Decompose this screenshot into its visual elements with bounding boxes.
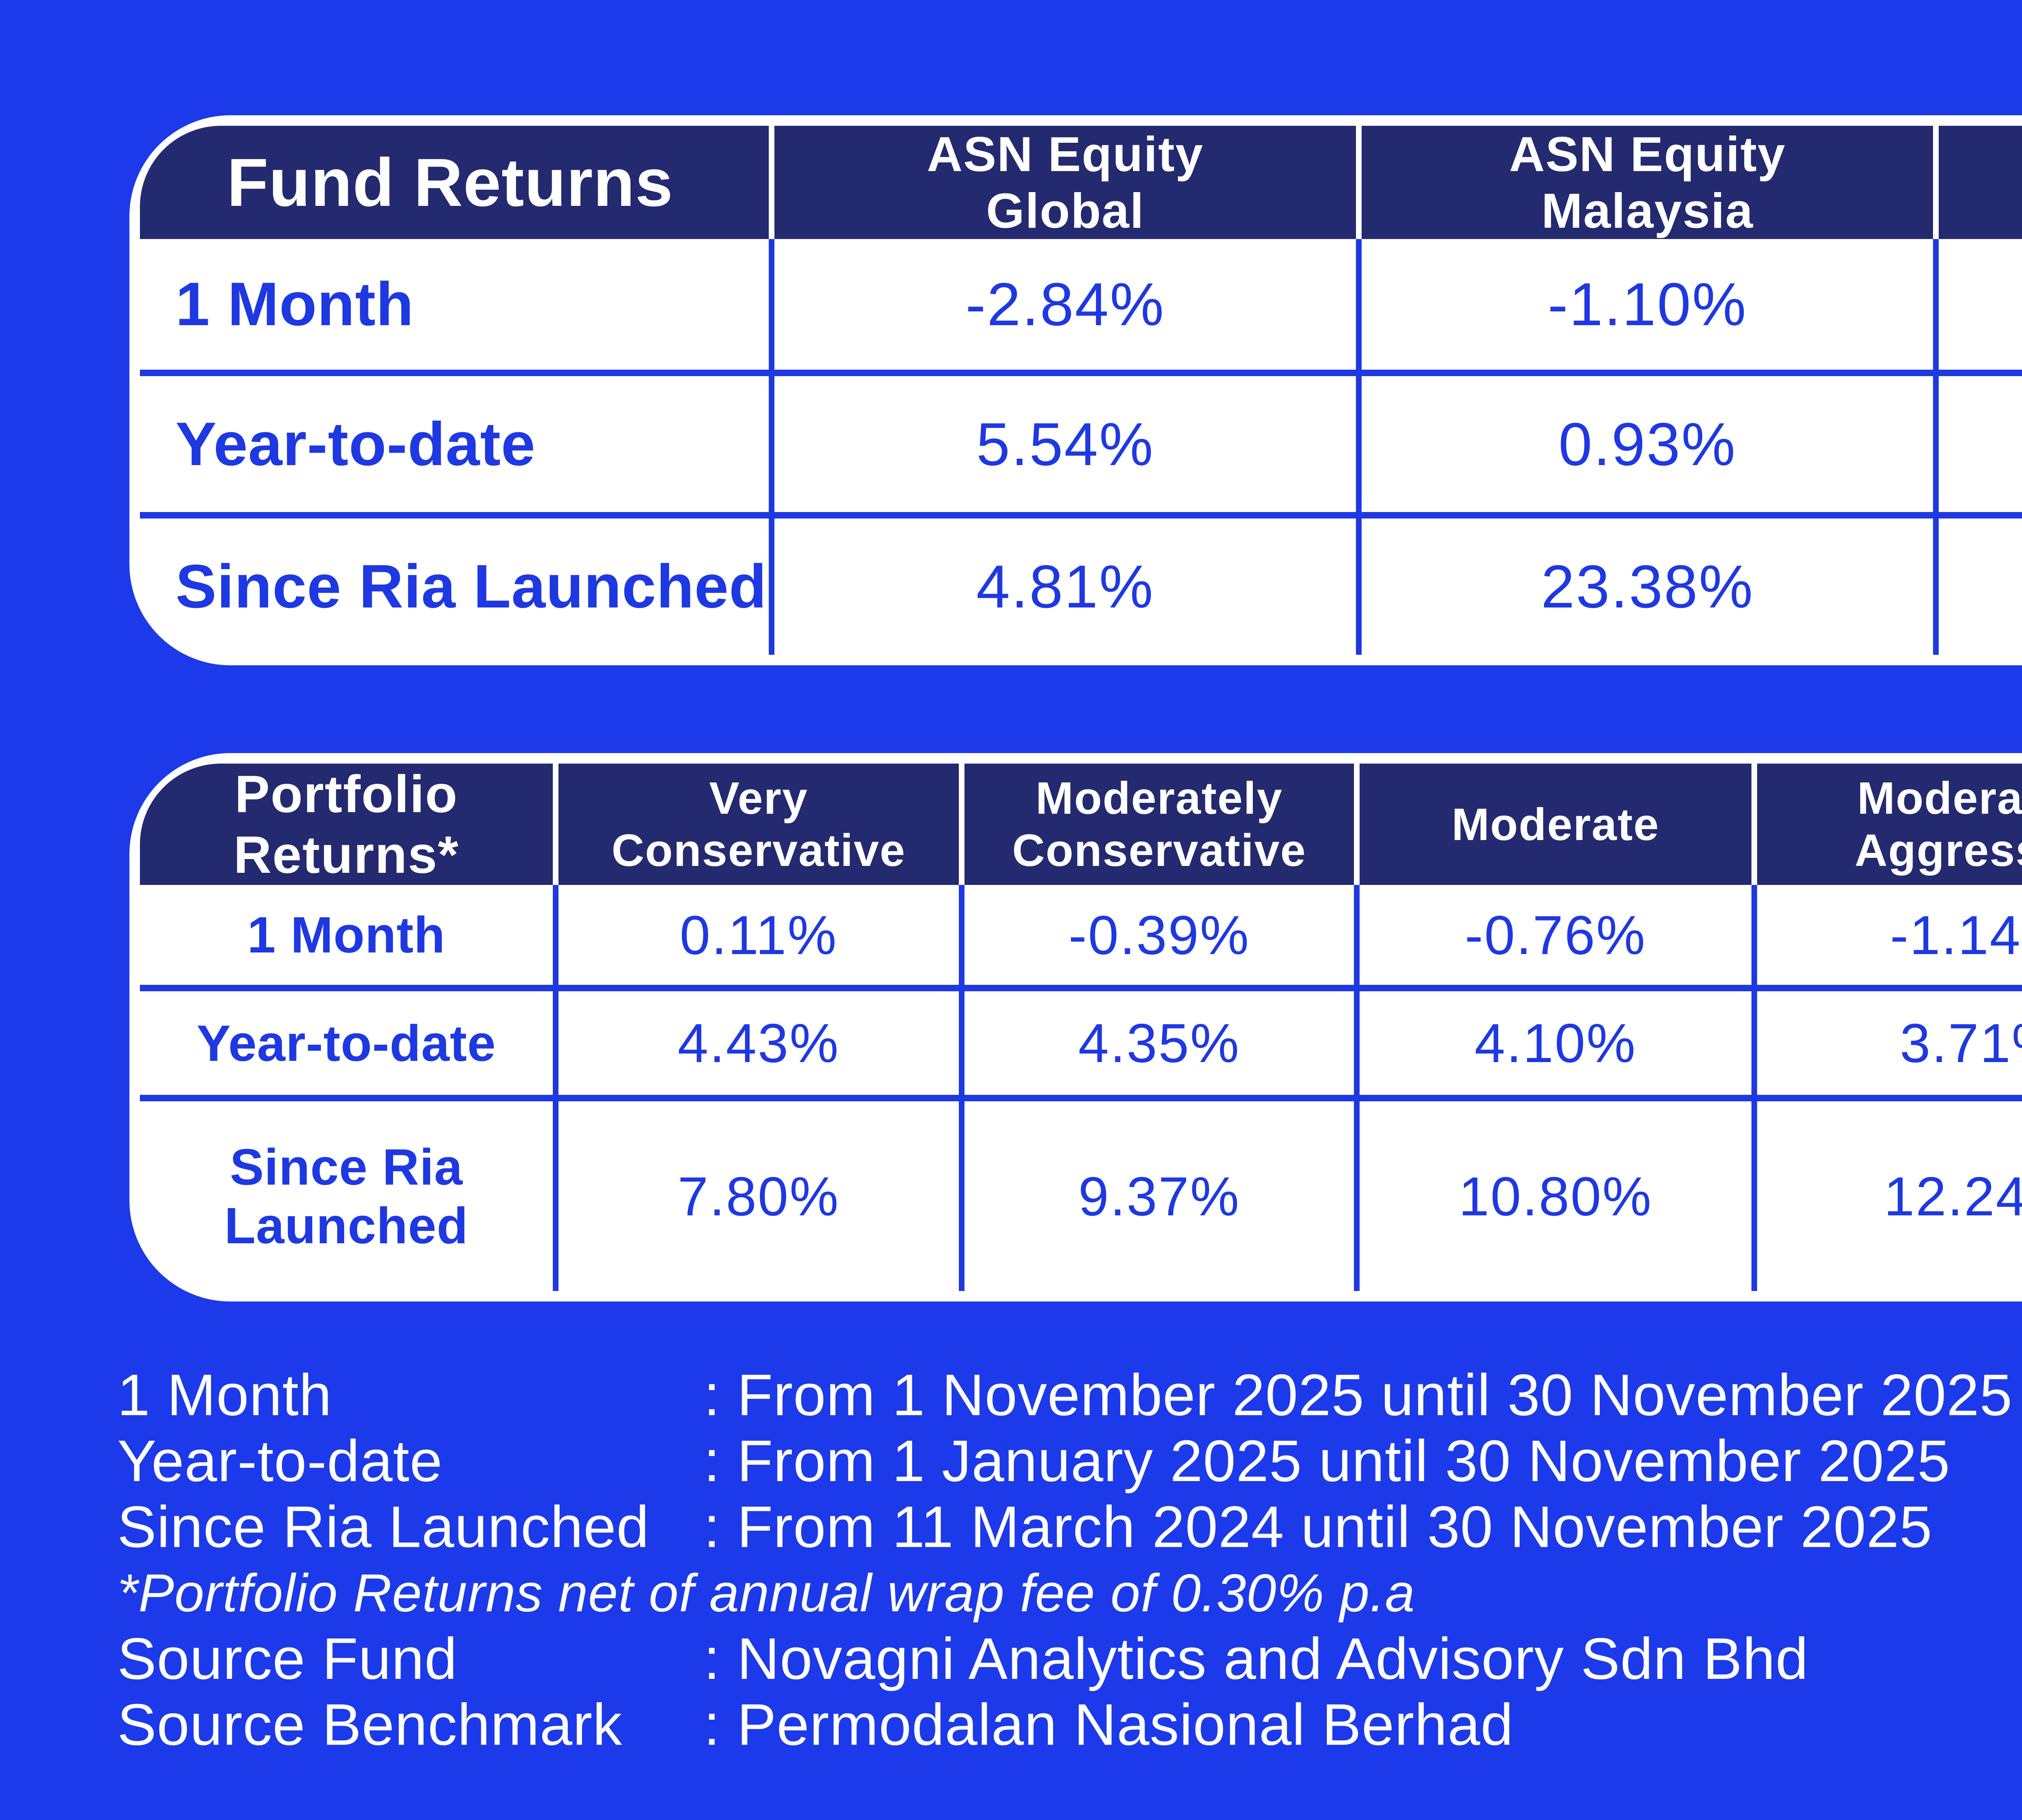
table-cell: 4.10% [1354,985,1752,1095]
column-header-very-conservative: Very Conservative [552,764,959,885]
table-cell: 0.11% [552,885,959,985]
table-row-1-month: 1 Month 0.11% -0.39% -0.76% -1.14% -1.53… [140,885,2022,985]
table-cell: 9.37% [959,1095,1354,1291]
footnote-since-ria-launched: Since Ria Launched : From 11 March 2024 … [117,1494,2013,1560]
footnote-value: : From 11 March 2024 until 30 November 2… [704,1494,1933,1560]
row-label: Year-to-date [140,985,553,1095]
table-cell: -0.76% [1354,885,1752,985]
row-label: 1 Month [140,239,769,370]
portfolio-returns-table: Portfolio Returns* Very Conservative Mod… [140,764,2022,1291]
fund-returns-table: Fund Returns ASN Equity Global ASN Equit… [140,126,2022,655]
footnote-value: : From 1 November 2025 until 30 November… [704,1362,2013,1428]
table-cell: -0.39% [959,885,1354,985]
fund-table-title: Fund Returns [140,126,769,239]
column-header-label: Very Conservative [611,773,906,876]
table-row-year-to-date: Year-to-date 4.43% 4.35% 4.10% 3.71% 3.3… [140,985,2022,1095]
column-header-asn-equity-global: ASN Equity Global [769,126,1356,239]
column-header-moderately-aggressive: Moderately Aggressive [1751,764,2022,885]
column-header-label: ASN Equity Malaysia [1509,127,1786,238]
portfolio-table-title-label: Portfolio Returns* [233,764,459,884]
table-cell: 4.81% [769,512,1356,655]
footnote-year-to-date: Year-to-date : From 1 January 2025 until… [117,1428,2013,1494]
footnote-source-benchmark: Source Benchmark : Permodalan Nasional B… [117,1692,2013,1758]
footnote-value: : From 1 January 2025 until 30 November … [704,1428,1950,1494]
footnotes: 1 Month : From 1 November 2025 until 30 … [117,1362,2013,1758]
row-label: Since Ria Launched [140,512,769,655]
footnote-label: Source Fund [117,1626,458,1691]
footnote-label: Year-to-date [117,1428,443,1494]
column-header-moderate: Moderate [1354,764,1752,885]
row-label: Since Ria Launched [140,1095,553,1291]
footnote-value: : Permodalan Nasional Berhad [704,1692,1514,1757]
column-header-label: Moderately Conservative [1012,773,1307,876]
footnote-label: Source Benchmark [117,1692,623,1757]
table-cell: 4.43% [552,985,959,1095]
table-cell: 0.22% [1933,239,2022,370]
column-header-asn-equity-malaysia: ASN Equity Malaysia [1356,126,1933,239]
footnote-label: 1 Month [117,1362,332,1428]
table-cell: 12.24% [1751,1095,2022,1291]
table-cell: -1.14% [1751,885,2022,985]
footnote-label: Since Ria Launched [117,1494,649,1560]
fund-header-row: Fund Returns ASN Equity Global ASN Equit… [140,126,2022,239]
table-cell: 10.80% [1354,1095,1752,1291]
table-cell: 4.70% [1933,369,2022,512]
table-cell: 7.80% [552,1095,959,1291]
table-cell: -2.84% [769,239,1356,370]
table-row-1-month: 1 Month -2.84% -1.10% 0.22% 0.00% [140,239,2022,370]
footnote-source-fund: Source Fund : Novagni Analytics and Advi… [117,1626,2013,1692]
footnote-value: : Novagni Analytics and Advisory Sdn Bhd [704,1626,1809,1691]
column-header-label: Moderately Aggressive [1855,773,2022,876]
table-cell: 4.35% [959,985,1354,1095]
table-cell: 0.93% [1356,369,1933,512]
row-label: 1 Month [140,885,553,985]
table-cell: 5.54% [769,369,1356,512]
table-row-since-ria-launched: Since Ria Launched 7.80% 9.37% 10.80% 12… [140,1095,2022,1291]
portfolio-header-row: Portfolio Returns* Very Conservative Mod… [140,764,2022,885]
footnote-1-month: 1 Month : From 1 November 2025 until 30 … [117,1362,2013,1428]
row-label-text: Since Ria Launched [224,1138,468,1254]
portfolio-table-title: Portfolio Returns* [140,764,553,885]
fund-returns-card: Fund Returns ASN Equity Global ASN Equit… [129,115,2022,665]
column-header-moderately-conservative: Moderately Conservative [959,764,1354,885]
table-cell: 23.38% [1356,512,1933,655]
table-row-year-to-date: Year-to-date 5.54% 0.93% 4.70% 0.00% [140,369,2022,512]
column-header-asn-sukuk: ASN Sukuk [1933,126,2022,239]
column-header-label: ASN Equity Global [927,127,1204,238]
footnote-disclaimer-text: *Portfolio Returns net of annual wrap fe… [117,1563,1415,1623]
portfolio-returns-card: Portfolio Returns* Very Conservative Mod… [129,753,2022,1302]
footnote-disclaimer: *Portfolio Returns net of annual wrap fe… [117,1560,2013,1626]
table-cell: 7.96% [1933,512,2022,655]
table-cell: -1.10% [1356,239,1933,370]
table-cell: 3.71% [1751,985,2022,1095]
column-header-label: Moderate [1451,799,1660,850]
table-row-since-ria-launched: Since Ria Launched 4.81% 23.38% 7.96% 0.… [140,512,2022,655]
row-label: Year-to-date [140,369,769,512]
